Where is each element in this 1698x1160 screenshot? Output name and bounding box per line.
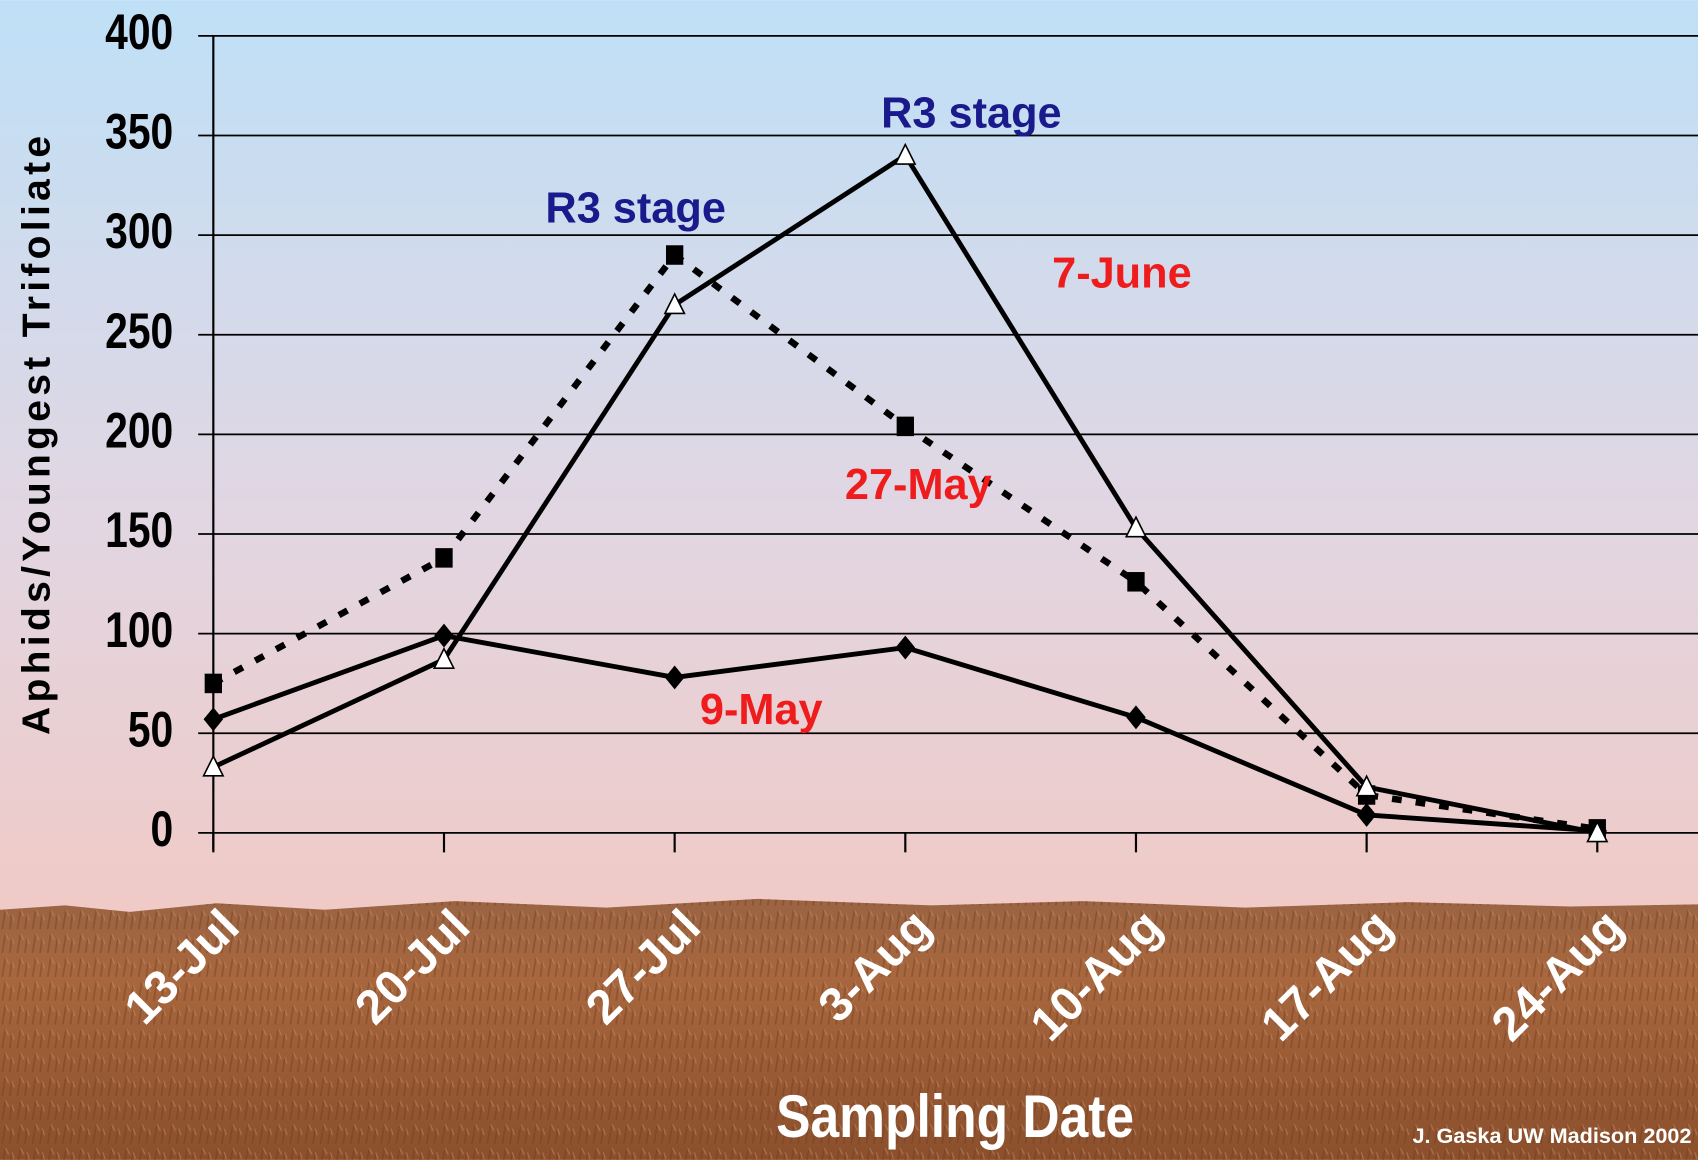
marker-square: [1127, 572, 1144, 591]
y-tick-label: 400: [105, 4, 173, 60]
marker-square: [205, 674, 222, 693]
page: 050100150200250300350400 13-Jul20-Jul27-…: [0, 0, 1698, 1160]
y-tick-label: 200: [105, 403, 173, 459]
credit: J. Gaska UW Madison 2002: [1412, 1123, 1691, 1148]
y-axis-title: Aphids/Youngest Trifoliate: [15, 132, 58, 735]
annotation: R3 stage: [545, 185, 725, 233]
chart: 050100150200250300350400 13-Jul20-Jul27-…: [0, 0, 1698, 1160]
series-label: 27-May: [845, 461, 992, 509]
y-tick-label: 300: [105, 203, 173, 259]
y-tick-label: 100: [105, 602, 173, 658]
x-axis-title: Sampling Date: [776, 1082, 1134, 1150]
y-tick-label: 0: [151, 801, 174, 857]
series-label: 7-June: [1052, 250, 1192, 298]
y-tick-label: 350: [105, 104, 173, 160]
marker-square: [666, 245, 683, 264]
marker-square: [435, 548, 452, 567]
y-tick-label: 50: [128, 702, 173, 758]
annotation: R3 stage: [881, 89, 1061, 137]
marker-square: [897, 417, 914, 436]
y-tick-label: 150: [105, 502, 173, 558]
y-tick-label: 250: [105, 303, 173, 359]
series-label: 9-May: [700, 686, 823, 734]
